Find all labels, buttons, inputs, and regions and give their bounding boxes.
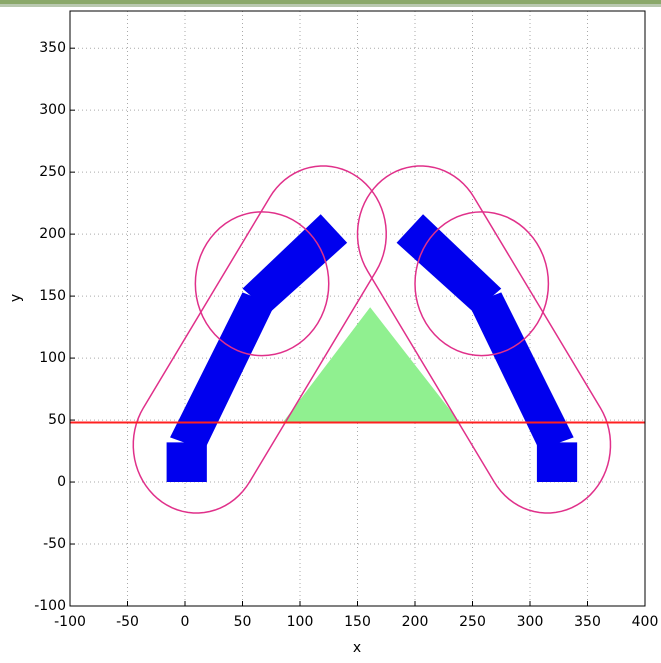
y-tick-label: 200 [39,226,66,242]
y-tick-label: 50 [48,412,66,428]
y-tick-label: 350 [39,40,66,56]
y-tick-label: 300 [39,102,66,118]
top-border [0,0,661,4]
x-axis-label: x [353,640,361,656]
x-tick-label: 150 [344,614,371,630]
y-axis-label: y [8,294,24,302]
y-tick-label: 0 [57,474,66,490]
plot-background [70,11,645,606]
x-tick-label: 100 [287,614,314,630]
x-tick-label: 200 [402,614,429,630]
x-tick-label: 350 [574,614,601,630]
x-tick-label: 400 [632,614,659,630]
x-tick-label: 0 [181,614,190,630]
x-tick-label: -100 [54,614,86,630]
y-tick-label: 150 [39,288,66,304]
top-border-shade [0,4,661,7]
y-tick-label: 250 [39,164,66,180]
y-tick-label: -50 [43,536,66,552]
chart: -100 -50 0 50 100 150 200 250 300 350 400 -100 -50 0 5… [0,0,661,659]
y-tick-label: 100 [39,350,66,366]
x-tick-label: 50 [234,614,252,630]
y-tick-label: -100 [34,598,66,614]
x-tick-label: -50 [116,614,139,630]
x-tick-label: 300 [517,614,544,630]
x-tick-label: 250 [459,614,486,630]
plot-area: -100 -50 0 50 100 150 200 250 300 350 400 -100 -50 0 5… [34,11,658,630]
